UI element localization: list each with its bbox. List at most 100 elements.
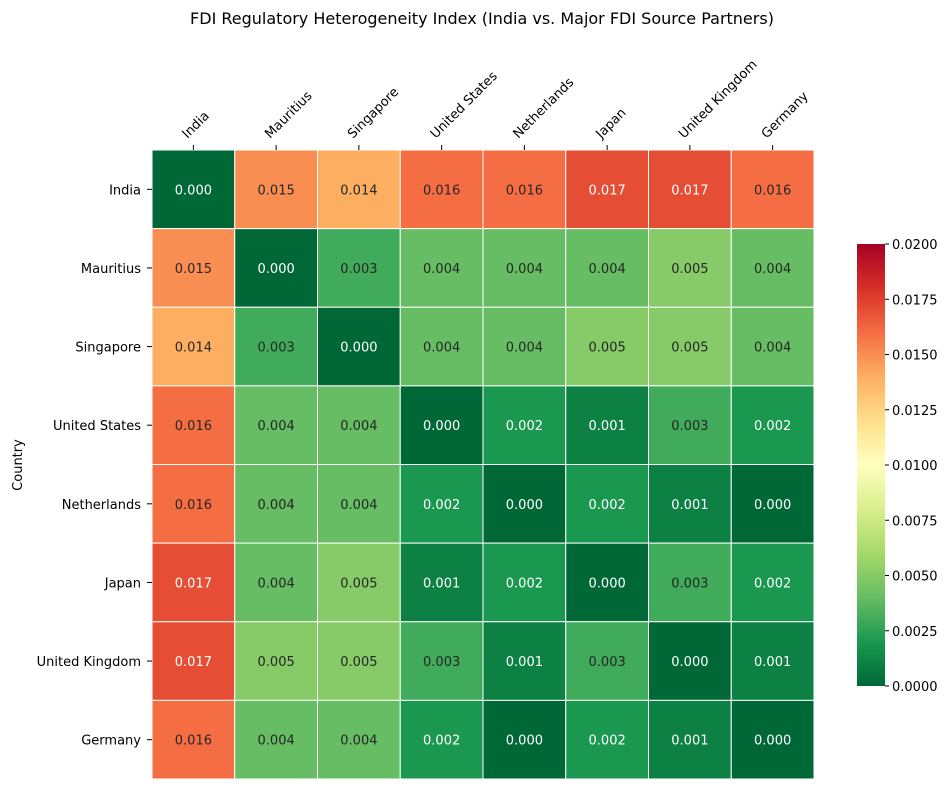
x-tick-label: Japan	[593, 106, 630, 143]
heatmap-cell	[730, 228, 815, 308]
heatmap-cell	[565, 542, 649, 623]
y-tick-label: Japan	[104, 576, 141, 591]
heatmap-cell	[482, 385, 567, 465]
cell-value-label: 0.004	[340, 734, 377, 749]
heatmap-cell	[482, 542, 567, 623]
cell-value-label: 0.004	[589, 262, 626, 277]
cell-value-label: 0.017	[589, 183, 626, 198]
cell-value-label: 0.001	[754, 655, 791, 670]
colorbar-tick-label: 0.0050	[892, 570, 938, 585]
cell-value-label: 0.000	[754, 498, 791, 513]
cell-value-label: 0.005	[671, 262, 708, 277]
y-tick-label: India	[109, 183, 141, 198]
cell-value-label: 0.017	[175, 655, 212, 670]
cell-value-label: 0.004	[423, 262, 460, 277]
colorbar: 0.0000 0.0025 0.0050 0.0075 0.0100 0.0125 0.01…	[857, 238, 938, 695]
cell-value-label: 0.001	[671, 498, 708, 513]
cell-value-label: 0.000	[671, 655, 708, 670]
cell-value-label: 0.005	[258, 655, 295, 670]
y-tick-label: United Kingdom	[37, 655, 141, 670]
heatmap-cell	[730, 621, 815, 701]
colorbar-tick-label: 0.0200	[892, 238, 938, 253]
heatmap-cell	[730, 542, 815, 623]
colorbar-tick-label: 0.0075	[892, 514, 938, 529]
y-tick-label: Netherlands	[62, 498, 141, 513]
heatmap-cell	[482, 699, 567, 780]
heatmap-cell	[234, 306, 318, 387]
y-axis-label: Country	[11, 439, 26, 491]
heatmap-cell	[399, 464, 484, 544]
cell-value-label: 0.001	[506, 655, 543, 670]
heatmap-cell	[730, 464, 815, 544]
y-axis-ticks: India Mauritius Singapore United States Neth…	[37, 183, 152, 749]
x-tick-label: Netherlands	[511, 75, 578, 142]
cell-value-label: 0.004	[423, 341, 460, 356]
cell-value-label: 0.000	[258, 262, 295, 277]
cell-value-label: 0.004	[340, 498, 377, 513]
cell-value-label: 0.002	[423, 734, 460, 749]
cell-value-label: 0.016	[423, 183, 460, 198]
x-tick-label: United States	[428, 69, 501, 142]
y-tick-label: Mauritius	[81, 262, 141, 277]
heatmap-cell	[482, 228, 567, 308]
y-tick-label: Singapore	[75, 341, 141, 356]
heatmap-cell	[730, 149, 815, 230]
colorbar-gradient	[857, 244, 885, 686]
heatmap-cell	[648, 306, 732, 387]
cell-value-label: 0.001	[589, 419, 626, 434]
heatmap-cell	[317, 699, 401, 780]
cell-value-label: 0.016	[175, 734, 212, 749]
colorbar-tick-label: 0.0100	[892, 459, 938, 474]
cell-value-label: 0.002	[754, 419, 791, 434]
heatmap-cell	[317, 306, 401, 387]
heatmap-cells	[151, 149, 815, 780]
cell-value-label: 0.000	[506, 734, 543, 749]
cell-value-label: 0.016	[754, 183, 791, 198]
cell-value-label: 0.005	[340, 576, 377, 591]
cell-value-label: 0.004	[506, 262, 543, 277]
cell-value-label: 0.004	[258, 498, 295, 513]
heatmap-cell	[399, 228, 484, 308]
cell-value-label: 0.000	[589, 576, 626, 591]
cell-value-label: 0.004	[258, 734, 295, 749]
cell-value-label: 0.004	[258, 419, 295, 434]
heatmap-cell	[317, 385, 401, 465]
cell-value-label: 0.001	[671, 734, 708, 749]
cell-value-label: 0.002	[589, 734, 626, 749]
colorbar-tick-label: 0.0175	[892, 293, 938, 308]
x-tick-label: India	[180, 109, 213, 142]
x-tick-label: Germany	[759, 89, 812, 142]
heatmap-cell	[151, 306, 236, 387]
heatmap-cell	[648, 621, 732, 701]
cell-value-label: 0.003	[671, 419, 708, 434]
cell-value-label: 0.005	[589, 341, 626, 356]
colorbar-tick-label: 0.0000	[892, 680, 938, 695]
x-axis-ticks: India Mauritius Singapore United States Neth…	[180, 57, 812, 150]
heatmap-cell	[317, 542, 401, 623]
cell-value-label: 0.004	[754, 262, 791, 277]
cell-value-label: 0.004	[340, 419, 377, 434]
cell-value-label: 0.015	[175, 262, 212, 277]
chart-title: FDI Regulatory Heterogeneity Index (Indi…	[190, 9, 774, 28]
cell-value-label: 0.017	[671, 183, 708, 198]
x-tick-label: Mauritius	[262, 89, 315, 142]
cell-value-label: 0.004	[506, 341, 543, 356]
heatmap-cell	[482, 621, 567, 701]
cell-value-label: 0.003	[340, 262, 377, 277]
heatmap-cell	[151, 149, 236, 230]
heatmap-cell	[565, 621, 649, 701]
cell-value-label: 0.000	[175, 183, 212, 198]
heatmap-cell	[730, 306, 815, 387]
cell-value-label: 0.001	[423, 576, 460, 591]
cell-value-label: 0.000	[340, 341, 377, 356]
heatmap-cell-labels: 0.000 0.015 0.014 0.016 0.016 0.017 0.017 0.016…	[175, 183, 791, 748]
heatmap-cell	[648, 542, 732, 623]
heatmap-cell	[730, 699, 815, 780]
heatmap-cell	[151, 385, 236, 465]
heatmap-cell	[482, 149, 567, 230]
heatmap-cell	[234, 542, 318, 623]
cell-value-label: 0.002	[589, 498, 626, 513]
cell-value-label: 0.005	[671, 341, 708, 356]
cell-value-label: 0.004	[754, 341, 791, 356]
